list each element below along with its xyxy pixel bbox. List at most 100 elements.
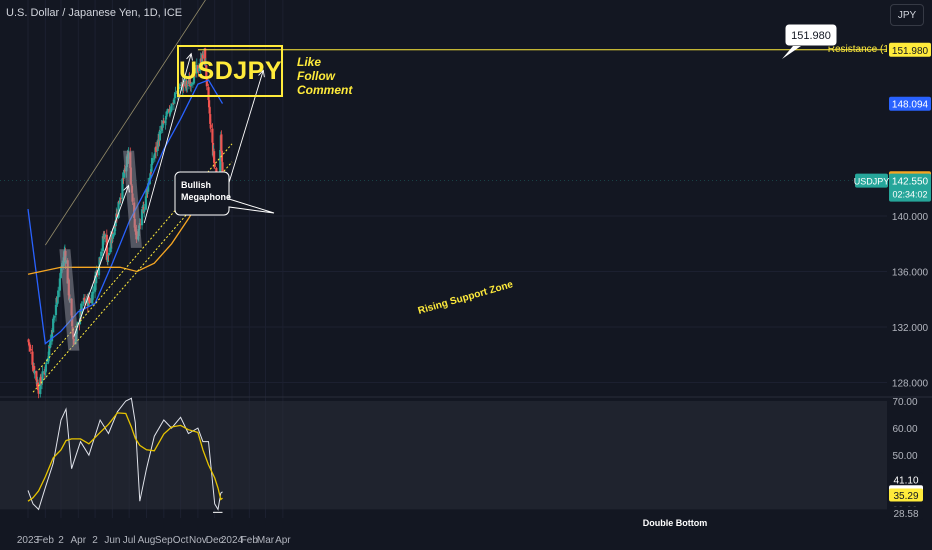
symbol-tag-bg	[855, 173, 888, 188]
candle-body	[107, 252, 111, 256]
candle-body	[49, 340, 52, 348]
megaphone-callout: Bullish Megaphone	[174, 171, 275, 216]
x-tick-label-8: Sep	[155, 535, 173, 546]
candle-body	[82, 301, 85, 304]
candle-body	[107, 254, 110, 256]
resistance-price-tag-bg	[889, 42, 931, 57]
rsi-pane	[0, 397, 887, 511]
x-tick-label-13: Feb	[241, 535, 259, 546]
candle-body	[31, 364, 35, 369]
candle-body	[211, 128, 214, 143]
candle-body	[109, 237, 112, 253]
candle-body	[147, 183, 150, 192]
candle-body	[41, 371, 44, 381]
rsi-tick-2: 50.00	[892, 451, 917, 462]
candle-body	[144, 196, 148, 210]
candle-body	[178, 87, 181, 89]
candle-body	[119, 198, 122, 202]
candle-body	[174, 93, 177, 95]
candle-body	[106, 254, 110, 263]
candle-body	[166, 109, 169, 112]
candle-body	[93, 275, 97, 292]
candle-body	[192, 70, 196, 84]
callout-pointer	[782, 46, 801, 59]
price-axis-bg	[887, 28, 932, 396]
candle-body	[195, 65, 198, 74]
candle-body	[168, 108, 171, 114]
candle-body	[84, 301, 87, 303]
x-tick-label-14: Mar	[257, 535, 275, 546]
megaphone-label-1: Bullish	[181, 180, 211, 190]
candle-body	[39, 376, 42, 383]
candle-body	[219, 149, 222, 181]
callout-text: 151.980	[791, 30, 831, 42]
candle-body	[33, 366, 36, 373]
candle-body	[57, 290, 60, 298]
megaphone-label-2: Megaphone	[181, 192, 231, 202]
trend-arrow-1-head	[123, 184, 130, 193]
callout-box	[784, 23, 838, 47]
candle-body	[78, 319, 82, 325]
candle-body	[169, 109, 173, 112]
candle-body	[35, 379, 39, 385]
candle-body	[47, 356, 50, 359]
candle-body	[205, 65, 208, 79]
ma-fast-price-tag: 148.094	[892, 100, 929, 111]
currency-button[interactable]: JPY	[890, 4, 924, 26]
symbol-tag: USDJPY	[854, 177, 890, 187]
x-tick-label-2: 2	[58, 535, 64, 546]
candle-body	[149, 173, 152, 179]
last-price-tag: 142.550	[892, 177, 929, 188]
correction-zone-2	[123, 150, 142, 248]
candle-body	[213, 151, 216, 163]
rsi-tag-0-bg	[889, 472, 923, 486]
y-tick-label-0: 128.000	[892, 379, 929, 390]
candle-body	[28, 342, 31, 346]
rsi-tag-0: 41.10	[893, 475, 918, 486]
resistance-label: Resistance (1)	[828, 44, 892, 55]
candle-body	[92, 292, 95, 294]
candle-body	[162, 121, 165, 123]
candle-body	[54, 304, 58, 316]
candle-body	[98, 257, 101, 266]
candle-body	[101, 236, 104, 252]
candle-body	[153, 153, 156, 157]
candle-body	[117, 201, 120, 218]
candle-body	[204, 48, 207, 66]
candle-body	[99, 256, 102, 261]
candle-body	[208, 106, 211, 114]
candle-body	[104, 234, 107, 238]
candle-body	[145, 190, 148, 197]
candle-body	[58, 278, 61, 291]
candle-body	[221, 162, 224, 181]
candle-body	[37, 390, 40, 394]
trend-arrow-1	[73, 185, 130, 337]
candle-body	[152, 158, 155, 160]
y-tick-label-3: 140.000	[892, 212, 929, 223]
symbol-header[interactable]: U.S. Dollar / Japanese Yen, 1D, ICE	[6, 7, 183, 19]
candle-body	[40, 382, 43, 384]
candle-body	[36, 382, 40, 391]
candle-body	[201, 54, 205, 59]
rsi-tag-2: 35.29	[893, 491, 918, 502]
candle-body	[123, 170, 126, 172]
candle-body	[150, 164, 153, 172]
candle-body	[105, 234, 108, 260]
candle-body	[80, 303, 83, 315]
candle-body	[200, 58, 203, 67]
x-tick-label-5: Jun	[104, 535, 120, 546]
candle-body	[150, 158, 154, 165]
candle-body	[83, 297, 86, 301]
candle-body	[213, 163, 216, 168]
candle-body	[166, 112, 169, 114]
candle-body	[142, 206, 145, 208]
candle-body	[197, 71, 200, 73]
candle-body	[211, 142, 215, 156]
x-tick-label-0: 2023	[17, 535, 40, 546]
candle-body	[197, 68, 201, 72]
candle-body	[113, 225, 116, 235]
candle-body	[182, 83, 185, 87]
x-tick-label-6: Jul	[123, 535, 136, 546]
candle-body	[158, 130, 162, 141]
rsi-tag-2-bg	[889, 488, 923, 502]
